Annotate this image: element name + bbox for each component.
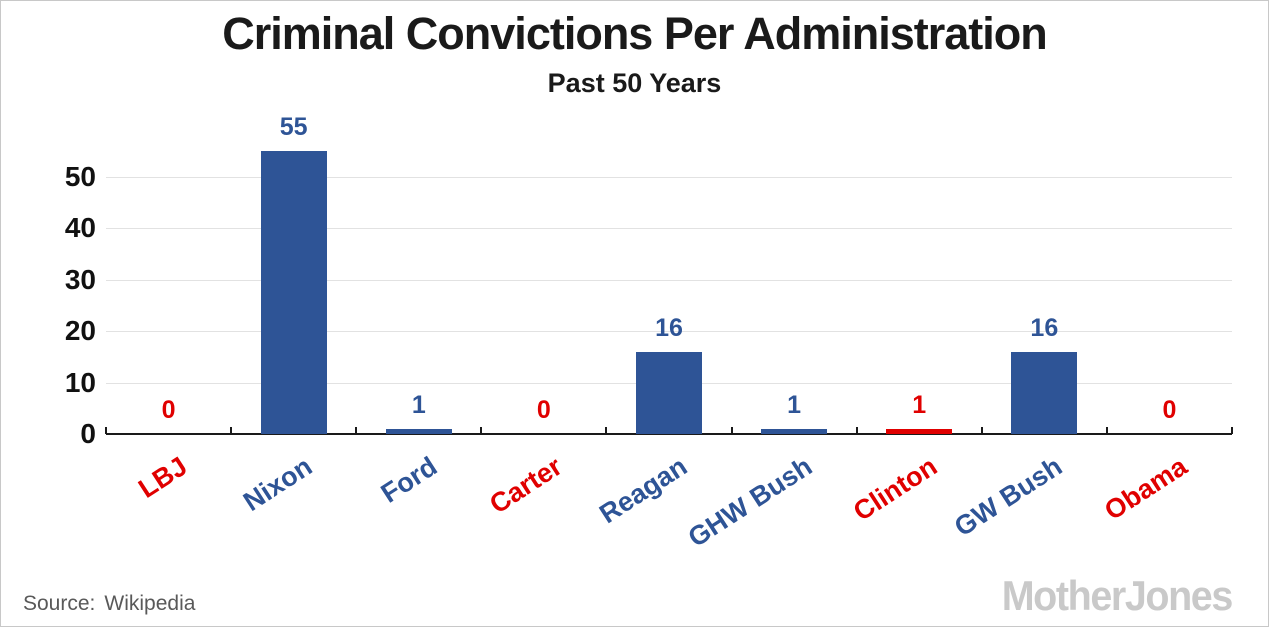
- x-axis-tick: [1105, 427, 1108, 434]
- x-axis-tick: [605, 427, 608, 434]
- y-tick-label-30: 30: [64, 263, 96, 295]
- y-tick-label-0: 0: [80, 418, 96, 449]
- x-axis-line: [106, 433, 1232, 435]
- x-axis-tick: [730, 427, 733, 434]
- gridline-50: [106, 177, 1232, 178]
- bar-ghw-bush: [761, 429, 828, 434]
- bar-value-label-ford: 1: [411, 391, 426, 419]
- x-tick-label-gw-bush: GW Bush: [949, 451, 1068, 543]
- x-tick-label-ford: Ford: [375, 451, 443, 509]
- x-tick-label-lbj: LBJ: [132, 451, 192, 504]
- x-tick-label-clinton: Clinton: [848, 451, 943, 527]
- bar-value-label-gw-bush: 16: [1030, 314, 1059, 342]
- x-axis-tick: [480, 427, 483, 434]
- bar-value-label-carter: 0: [536, 396, 551, 424]
- y-tick-label-40: 40: [64, 212, 96, 244]
- chart-title: Criminal Convictions Per Administration: [222, 8, 1047, 59]
- bar-value-label-reagan: 16: [655, 314, 683, 342]
- gridline-20: [106, 331, 1232, 333]
- mother-jones-logo: MotherJones: [1001, 572, 1234, 619]
- x-tick-label-obama: Obama: [1099, 451, 1193, 527]
- x-tick-label-reagan: Reagan: [594, 451, 693, 530]
- x-tick-label-ghw-bush: GHW Bush: [682, 451, 818, 553]
- bar-ford: [385, 429, 452, 434]
- bar-gw-bush: [1011, 352, 1078, 434]
- bar-value-label-clinton: 1: [912, 391, 927, 419]
- x-axis-tick: [105, 427, 107, 434]
- x-axis-tick: [355, 427, 358, 434]
- x-axis-tick: [855, 427, 858, 434]
- x-axis-tick: [1231, 427, 1233, 434]
- x-tick-label-nixon: Nixon: [237, 451, 317, 518]
- bar-value-label-ghw-bush: 1: [787, 391, 802, 419]
- source-label: Source:: [23, 592, 96, 615]
- bar-value-label-obama: 0: [1162, 396, 1177, 424]
- bar-nixon: [260, 151, 327, 434]
- x-axis-tick: [980, 427, 983, 434]
- gridline-30: [106, 279, 1232, 281]
- gridline-40: [106, 228, 1232, 230]
- y-tick-label-20: 20: [64, 315, 96, 347]
- source-line: Source: Wikipedia: [23, 592, 195, 616]
- bar-reagan: [636, 352, 702, 434]
- bar-value-label-lbj: 0: [161, 396, 176, 424]
- x-axis-tick: [230, 427, 233, 434]
- chart-subtitle: Past 50 Years: [547, 68, 722, 98]
- y-tick-label-10: 10: [64, 366, 96, 398]
- source-value: Wikipedia: [104, 592, 196, 615]
- bar-clinton: [886, 429, 953, 434]
- bar-value-label-nixon: 55: [279, 113, 308, 141]
- y-tick-label-50: 50: [64, 161, 96, 192]
- x-tick-label-carter: Carter: [484, 451, 568, 520]
